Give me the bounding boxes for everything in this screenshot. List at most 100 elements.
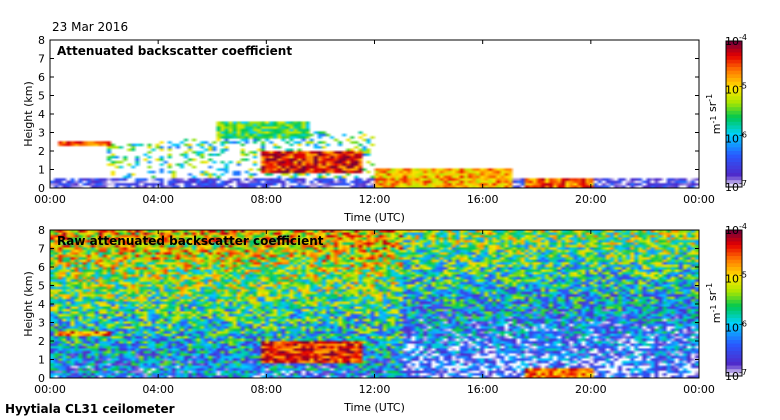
colorbar-tick-label: 10-7 — [725, 368, 747, 383]
colorbar-tick-label: 10-4 — [725, 33, 747, 48]
colorbar-unit-label: m-1 sr-1 — [705, 283, 723, 323]
site-label: Hyytiala CL31 ceilometer — [5, 402, 175, 416]
colorbar-band — [726, 179, 742, 184]
colorbar-band — [726, 306, 742, 311]
colorbar-band — [726, 244, 742, 249]
colorbar-band — [726, 128, 742, 133]
colorbar-unit-label: m-1 sr-1 — [705, 94, 723, 134]
y-tick-label: 0 — [38, 182, 45, 195]
colorbar-band — [726, 251, 742, 257]
colorbar-band — [726, 292, 742, 297]
colorbar-band — [726, 135, 742, 141]
colorbar-band — [726, 343, 742, 348]
y-tick-label: 5 — [38, 280, 45, 293]
colorbar-tick-label: 10-5 — [725, 82, 747, 97]
colorbar-band — [726, 240, 742, 246]
colorbar-band — [726, 339, 742, 344]
colorbar-band — [726, 317, 742, 322]
y-axis-label: Height (km) — [22, 81, 35, 147]
colorbar-band — [726, 172, 742, 177]
colorbar-frame — [725, 40, 743, 188]
x-tick-label: 16:00 — [467, 193, 499, 206]
y-tick-label: 8 — [38, 34, 45, 47]
colorbar-band — [726, 295, 742, 300]
colorbar-band — [726, 146, 742, 151]
colorbar-band — [726, 92, 742, 97]
x-tick-label: 08:00 — [250, 383, 282, 396]
colorbar-band — [726, 55, 742, 60]
colorbar-band — [726, 361, 742, 366]
colorbar-band — [726, 106, 742, 111]
colorbar-band — [726, 81, 742, 86]
y-tick-label: 6 — [38, 71, 45, 84]
backscatter-field — [50, 40, 699, 188]
y-tick-label: 7 — [38, 243, 45, 256]
colorbar-band — [726, 114, 742, 119]
colorbar-band — [726, 154, 742, 159]
colorbar-band — [726, 284, 742, 289]
panel-title: Attenuated backscatter coefficient — [57, 44, 292, 58]
x-tick-label: 00:00 — [34, 383, 66, 396]
colorbar-band — [726, 281, 742, 286]
colorbar-band — [726, 270, 742, 275]
x-tick-label: 00:00 — [683, 193, 715, 206]
x-tick-label: 04:00 — [142, 193, 174, 206]
y-tick-label: 0 — [38, 372, 45, 385]
y-tick-label: 3 — [38, 317, 45, 330]
colorbar-band — [726, 357, 742, 362]
colorbar-band — [726, 44, 742, 49]
colorbar-band — [726, 365, 742, 370]
colorbar-band — [726, 328, 742, 333]
colorbar-band — [726, 165, 742, 170]
colorbar-band — [726, 121, 742, 126]
y-tick-label: 5 — [38, 90, 45, 103]
colorbar-band — [726, 77, 742, 82]
colorbar-band — [726, 62, 742, 68]
colorbar-band — [726, 262, 742, 267]
colorbar-band — [726, 324, 742, 330]
colorbar-band — [726, 143, 742, 148]
y-tick-label: 7 — [38, 53, 45, 66]
x-tick-label: 08:00 — [250, 193, 282, 206]
colorbar-band — [726, 51, 742, 57]
colorbar-band — [726, 354, 742, 359]
colorbar-band — [726, 124, 742, 130]
colorbar-band — [726, 299, 742, 304]
colorbar-band — [726, 310, 742, 315]
colorbar-band — [726, 313, 742, 319]
colorbar-band — [726, 368, 742, 373]
colorbar-band — [726, 168, 742, 173]
colorbar-band — [726, 110, 742, 115]
panel-title: Raw attenuated backscatter coefficient — [57, 234, 324, 248]
colorbar-band — [726, 332, 742, 337]
y-tick-label: 2 — [38, 335, 45, 348]
colorbar-band — [726, 99, 742, 104]
colorbar-tick-label: 10-7 — [725, 179, 747, 194]
colorbar-band — [726, 277, 742, 282]
colorbar-band — [726, 237, 742, 242]
colorbar-band — [726, 176, 742, 181]
colorbar-band — [726, 73, 742, 78]
colorbar-band — [726, 335, 742, 340]
x-tick-label: 20:00 — [575, 193, 607, 206]
x-tick-label: 12:00 — [359, 193, 391, 206]
colorbar-band — [726, 346, 742, 351]
x-tick-label: 04:00 — [142, 383, 174, 396]
colorbar-band — [726, 48, 742, 53]
colorbar-band — [726, 273, 742, 278]
colorbar-band — [726, 157, 742, 162]
colorbar-band — [726, 95, 742, 100]
y-tick-label: 1 — [38, 164, 45, 177]
colorbar-tick-label: 10-6 — [725, 319, 747, 334]
x-tick-label: 16:00 — [467, 383, 499, 396]
colorbar-frame — [725, 229, 743, 377]
colorbar-band — [726, 139, 742, 144]
y-tick-label: 2 — [38, 145, 45, 158]
x-axis-label: Time (UTC) — [343, 401, 405, 414]
colorbar-band — [726, 259, 742, 264]
colorbar-band — [726, 233, 742, 238]
colorbar-band — [726, 66, 742, 71]
x-tick-label: 20:00 — [575, 383, 607, 396]
colorbar-tick-label: 10-4 — [725, 222, 747, 237]
